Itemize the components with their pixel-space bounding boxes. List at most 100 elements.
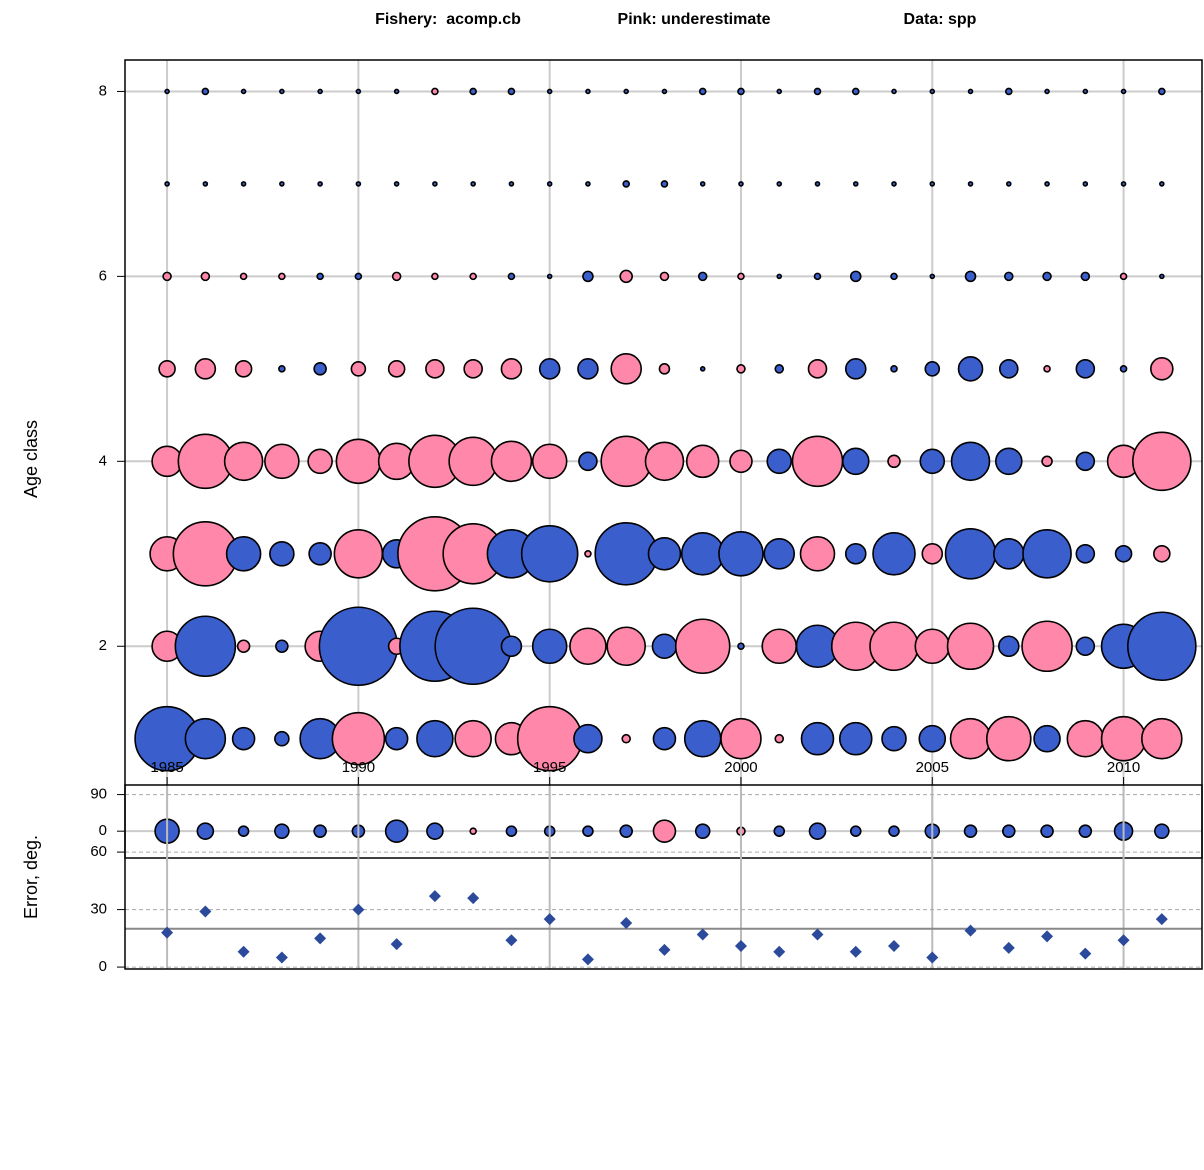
point [543, 913, 556, 926]
bubble [660, 180, 669, 188]
bubble [1005, 181, 1012, 187]
chart-title: Pink: underestimate [618, 11, 771, 28]
bubble [278, 365, 286, 373]
bubble [776, 273, 783, 280]
bubble [929, 88, 936, 95]
bubble [470, 181, 476, 187]
bubble [659, 271, 670, 282]
bubble [967, 181, 974, 187]
bubble [507, 87, 516, 96]
bubble [582, 825, 594, 837]
bubble [1075, 451, 1096, 472]
point [1002, 941, 1015, 954]
bubble [454, 719, 492, 758]
bubble [929, 181, 936, 187]
bubble [774, 733, 785, 744]
bubble [1120, 88, 1127, 95]
bubble [201, 87, 210, 96]
bubble [610, 353, 642, 385]
bubble [1127, 611, 1197, 682]
bubble [317, 181, 323, 187]
bubble [174, 615, 237, 678]
bubble [278, 272, 286, 281]
bubble [384, 819, 409, 843]
bubble [888, 825, 900, 837]
bubble [1082, 88, 1089, 95]
bubble [239, 272, 248, 281]
bubble [585, 181, 591, 187]
bubble [606, 626, 646, 667]
bubble [964, 270, 977, 283]
bubble [164, 181, 170, 187]
bubble [331, 711, 386, 766]
point [275, 951, 288, 964]
y-tick-label: 90 [90, 786, 107, 803]
bubble [1001, 824, 1016, 838]
point [390, 938, 403, 951]
bubble [546, 88, 553, 95]
plot-frame [124, 59, 1203, 859]
bubble [800, 721, 835, 756]
x-tick-label: 2010 [1107, 759, 1140, 776]
bubble [619, 269, 633, 284]
y-tick-label: 30 [90, 901, 107, 918]
bubble [431, 87, 439, 96]
bubble [1082, 181, 1089, 187]
bubble [890, 365, 898, 373]
bubble [500, 635, 523, 658]
point [658, 943, 671, 956]
bubble [333, 528, 384, 579]
bubble [1078, 824, 1093, 838]
bubble [844, 542, 867, 565]
bubble [223, 441, 264, 482]
bubble [623, 88, 629, 95]
bubble [737, 642, 745, 651]
bubble [335, 438, 382, 485]
bubble [275, 639, 289, 654]
bubble [196, 822, 215, 840]
bubble [585, 88, 591, 95]
bubble [546, 273, 553, 280]
bubble [546, 181, 553, 187]
bubble [1040, 824, 1054, 838]
bubble [924, 361, 941, 377]
point [581, 953, 594, 966]
bubble [469, 272, 477, 281]
bubble [997, 635, 1020, 658]
bubble [316, 272, 324, 281]
bubble [776, 181, 783, 187]
point [352, 903, 365, 916]
bubble [1132, 431, 1192, 492]
bubble [652, 726, 677, 751]
point [199, 905, 212, 918]
bubble [164, 88, 170, 95]
bubble [237, 825, 250, 837]
bubble [651, 633, 678, 660]
bubble [269, 540, 295, 567]
chart-title: Data: spp [904, 11, 977, 28]
bubble [391, 271, 402, 282]
bubble [350, 361, 367, 377]
bubble [813, 272, 822, 281]
bubble [736, 364, 746, 374]
bubble [1003, 271, 1014, 282]
bubble [582, 270, 594, 283]
bubble [944, 527, 997, 580]
bubble [890, 272, 898, 281]
bubble [313, 362, 327, 376]
bubble [225, 535, 262, 572]
y-tick-label: 0 [99, 822, 107, 839]
chart-title: Fishery: acomp.cb [375, 11, 521, 28]
bubble [1004, 87, 1013, 96]
point [161, 926, 174, 939]
bubble [307, 448, 333, 475]
bubble [1075, 636, 1096, 657]
y-axis-label: Age class [21, 420, 41, 498]
bubble [425, 359, 445, 379]
bubble [162, 271, 172, 282]
point [428, 890, 441, 903]
y-tick-label: 60 [90, 843, 107, 860]
bubble [914, 628, 951, 665]
bubble [600, 435, 652, 488]
point [1041, 930, 1054, 943]
